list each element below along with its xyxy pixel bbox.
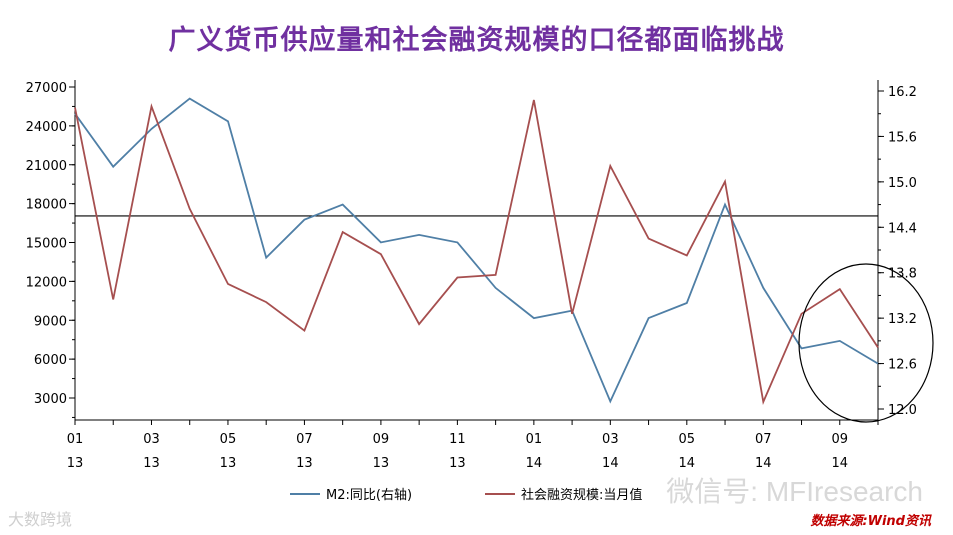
x-tick-label-month: 01	[67, 432, 84, 447]
right-tick-label: 15.6	[888, 130, 917, 145]
data-source: 数据来源:Wind资讯	[810, 514, 931, 529]
series-line-m2	[74, 97, 879, 404]
right-tick-label: 12.6	[888, 358, 917, 373]
x-tick-label-month: 09	[831, 432, 848, 447]
left-tick-label: 24000	[26, 120, 67, 135]
left-tick-label: 6000	[34, 353, 67, 368]
x-tick-label-year: 14	[602, 456, 619, 471]
right-axis-ticks: 12.012.613.213.814.415.015.616.2	[878, 85, 917, 418]
right-tick-label: 16.2	[888, 85, 917, 100]
x-tick-label-year: 13	[373, 456, 390, 471]
x-tick-label-year: 13	[143, 456, 160, 471]
right-tick-label: 14.4	[888, 221, 917, 236]
x-tick-label-month: 09	[373, 432, 390, 447]
x-tick-label-month: 05	[679, 432, 696, 447]
left-tick-label: 18000	[26, 198, 67, 213]
series-line-social-financing	[74, 99, 879, 406]
x-axis-ticks: 01 13 03 13 05 13 07 13 09 13 11 13 01 14 03 14 05 14 07 14…	[67, 420, 879, 471]
series-lines	[74, 97, 879, 406]
right-tick-label: 13.8	[888, 267, 917, 282]
annotation-ellipse	[798, 263, 934, 423]
x-tick-label-month: 03	[602, 432, 619, 447]
x-tick-label-year: 13	[296, 456, 313, 471]
x-tick-label-year: 14	[526, 456, 543, 471]
x-tick-label-year: 14	[755, 456, 772, 471]
left-tick-label: 15000	[26, 237, 67, 252]
x-tick-label-year: 13	[67, 456, 84, 471]
x-tick-label-month: 07	[755, 432, 772, 447]
left-tick-label: 27000	[26, 81, 67, 96]
highlight-ellipse	[798, 263, 934, 423]
x-tick-label-month: 05	[220, 432, 237, 447]
chart-title: 广义货币供应量和社会融资规模的口径都面临挑战	[168, 25, 785, 56]
x-tick-label-year: 14	[679, 456, 696, 471]
left-tick-label: 3000	[34, 392, 67, 407]
x-tick-label-month: 03	[143, 432, 160, 447]
legend-m2-label: M2:同比(右轴)	[326, 488, 412, 503]
right-tick-label: 15.0	[888, 176, 917, 191]
left-tick-label: 9000	[34, 314, 67, 329]
x-tick-label-month: 01	[526, 432, 543, 447]
right-tick-label: 13.2	[888, 312, 917, 327]
x-tick-label-year: 13	[220, 456, 237, 471]
x-tick-label-year: 14	[831, 456, 848, 471]
x-tick-label-year: 13	[449, 456, 466, 471]
left-axis-ticks: 3000 6000 9000 12000 15000 18000 21000 24000 270…	[26, 81, 75, 418]
watermark-right: 微信号: MFIresearch	[666, 476, 923, 507]
legend-social-financing-label: 社会融资规模:当月值	[521, 487, 642, 503]
watermark-left: 大数跨境	[8, 510, 73, 529]
x-tick-label-month: 07	[296, 432, 313, 447]
legend: M2:同比(右轴) 社会融资规模:当月值	[290, 487, 642, 503]
left-tick-label: 12000	[26, 275, 67, 290]
x-tick-label-month: 11	[449, 432, 466, 447]
left-tick-label: 21000	[26, 159, 67, 174]
